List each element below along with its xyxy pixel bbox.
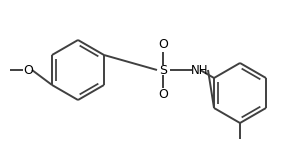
Text: NH: NH (191, 64, 209, 77)
Text: O: O (158, 89, 168, 102)
Text: S: S (159, 64, 167, 77)
Text: O: O (158, 38, 168, 51)
Text: O: O (23, 64, 33, 77)
